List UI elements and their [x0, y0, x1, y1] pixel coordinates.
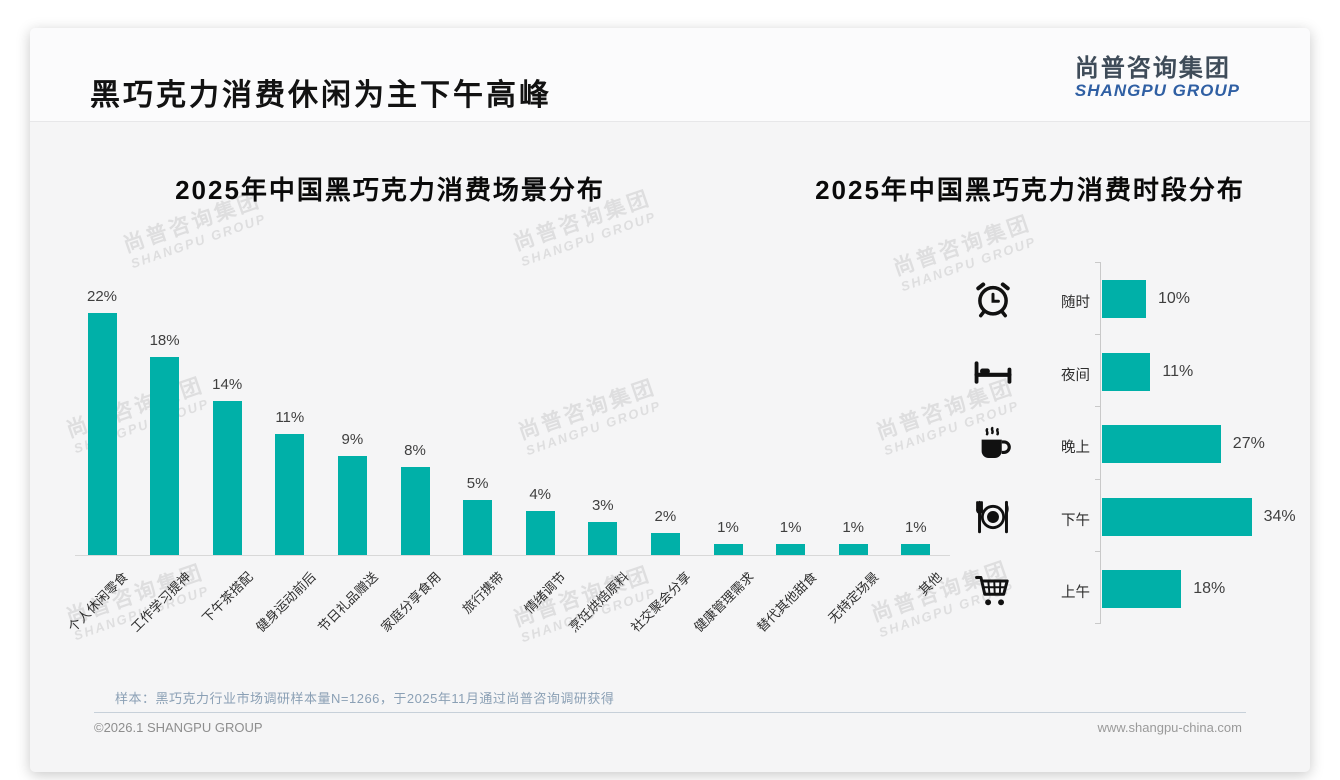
sample-note: 样本：黑巧克力行业市场调研样本量N=1266，于2025年11月通过尚普咨询调研… — [115, 691, 615, 706]
footer-copyright: ©2026.1 SHANGPU GROUP — [94, 720, 263, 735]
scene-bar — [150, 357, 180, 555]
time-category-label: 随时 — [1061, 295, 1090, 311]
time-bar — [1102, 280, 1146, 318]
scene-category-label: 健康管理需求 — [690, 569, 757, 635]
cart-icon — [971, 568, 1015, 610]
scene-bar — [87, 313, 117, 555]
scene-bar-value: 11% — [275, 409, 305, 426]
time-chart-title: 2025年中国黑巧克力消费时段分布 — [815, 175, 1245, 205]
scene-category-label: 替代其他甜食 — [753, 569, 820, 635]
alarm-clock-icon — [971, 278, 1015, 320]
time-category-label: 上午 — [1061, 585, 1090, 601]
time-chart-plot: 随时 10% 夜间 11% 晚上 27% 下午 34% 上午 18% — [945, 262, 1305, 624]
time-category-label: 夜间 — [1061, 367, 1090, 384]
scene-bar-value: 1% — [779, 519, 802, 536]
scene-bar — [901, 544, 931, 555]
scene-bar — [713, 544, 743, 555]
watermark-line2: SHANGPU GROUP — [128, 210, 269, 272]
time-axis-tick — [1095, 478, 1101, 480]
scene-category-label: 旅行携带 — [458, 569, 507, 617]
bed-icon — [971, 351, 1015, 393]
scene-bar — [337, 456, 367, 555]
scene-category-label: 健身运动前后 — [252, 569, 319, 635]
time-category-label: 下午 — [1061, 512, 1090, 529]
scene-bar-value: 18% — [149, 332, 180, 349]
scene-bar-value: 1% — [904, 519, 927, 536]
time-axis-tick — [1095, 550, 1101, 552]
scene-category-label: 烹饪烘焙原料 — [565, 569, 632, 635]
scene-category-label: 家庭分享食用 — [377, 569, 444, 635]
time-axis-tick — [1095, 262, 1101, 263]
time-bar — [1102, 352, 1151, 391]
company-logo: 尚普咨询集团 SHANGPU GROUP — [1074, 55, 1240, 101]
scene-bar-value: 14% — [212, 376, 243, 393]
scene-category-label: 下午茶搭配 — [199, 569, 256, 626]
scene-bar — [463, 500, 493, 555]
header-band: 黑巧克力消费休闲为主下午高峰 尚普咨询集团 SHANGPU GROUP — [30, 28, 1310, 122]
scene-bar — [275, 434, 305, 555]
time-bar-value: 34% — [1263, 507, 1296, 525]
time-category-label: 晚上 — [1061, 440, 1090, 456]
slide-card: 尚普咨询集团 SHANGPU GROUP 尚普咨询集团 SHANGPU GROUP 尚普… — [30, 28, 1310, 772]
footer-divider — [94, 712, 1246, 713]
scene-bar-value: 9% — [341, 431, 364, 448]
scene-bar — [525, 511, 555, 555]
time-bar-value: 27% — [1232, 435, 1265, 452]
scene-bar-value: 1% — [842, 519, 865, 536]
scene-bar-value: 3% — [591, 497, 614, 514]
scene-chart-title: 2025年中国黑巧克力消费场景分布 — [175, 175, 605, 205]
time-axis-tick — [1095, 334, 1101, 336]
scene-bar-value: 22% — [86, 288, 118, 305]
time-bar-value: 10% — [1158, 290, 1191, 307]
time-bar — [1102, 497, 1252, 536]
scene-bar-value: 1% — [717, 519, 739, 536]
time-bar — [1102, 570, 1182, 608]
scene-bar — [776, 544, 806, 555]
scene-bar — [838, 544, 868, 555]
scene-bar — [588, 522, 618, 555]
dining-icon — [971, 496, 1015, 538]
scene-bar — [212, 401, 242, 555]
scene-bar-value: 5% — [466, 475, 489, 492]
scene-bar-value: 2% — [654, 508, 677, 525]
time-axis-tick — [1095, 623, 1101, 624]
time-bar — [1102, 425, 1221, 463]
logo-cn-text: 尚普咨询集团 — [1074, 55, 1231, 82]
time-bar-value: 18% — [1193, 580, 1226, 597]
scene-bar — [400, 467, 430, 555]
time-chart-axis — [1100, 262, 1101, 624]
scene-chart-plot: 22% 个人休闲零食 18% 工作学习提神 14% 下午茶搭配 11% 健身运动前后 9% 节日礼… — [65, 283, 950, 635]
scene-bar — [650, 533, 680, 555]
footer-website: www.shangpu-china.com — [1097, 720, 1242, 735]
scene-category-label: 其他 — [915, 569, 945, 599]
scene-category-label: 节日礼品赠送 — [315, 569, 382, 635]
scene-category-label: 社交聚会分享 — [628, 569, 695, 635]
scene-bar-value: 8% — [404, 442, 426, 459]
scene-bar-value: 4% — [529, 486, 552, 503]
time-axis-tick — [1095, 406, 1101, 408]
coffee-icon — [971, 423, 1015, 465]
scene-category-label: 无特定场景 — [825, 569, 882, 626]
time-bar-value: 11% — [1162, 362, 1194, 380]
logo-en-text: SHANGPU GROUP — [1074, 81, 1240, 101]
scene-category-label: 工作学习提神 — [127, 569, 194, 635]
page-title: 黑巧克力消费休闲为主下午高峰 — [90, 79, 552, 112]
scene-category-label: 情绪调节 — [521, 569, 569, 617]
watermark-line2: SHANGPU GROUP — [518, 208, 659, 270]
